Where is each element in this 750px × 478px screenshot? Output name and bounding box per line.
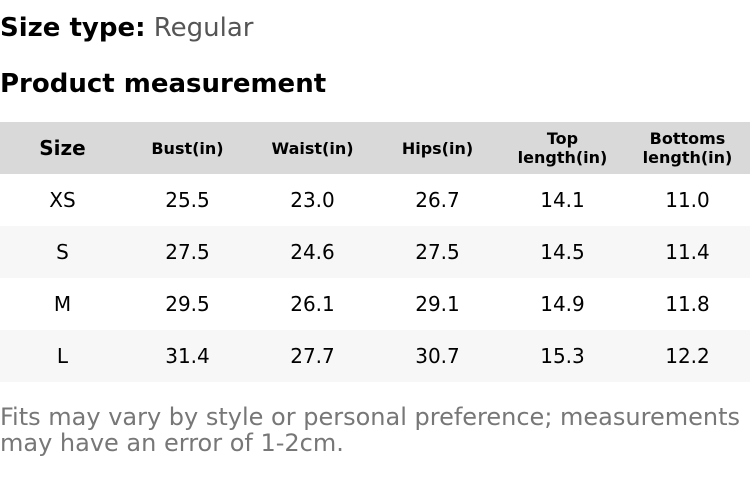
table-cell: XS — [49, 188, 76, 212]
size-type-label: Size type: — [0, 13, 146, 43]
header-cell: Size — [0, 122, 125, 174]
table-cell: 29.1 — [415, 292, 460, 316]
table-cell: 27.7 — [250, 330, 375, 382]
table-cell: 25.5 — [165, 188, 210, 212]
table-cell: 27.5 — [125, 226, 250, 278]
table-body: XS 25.5 23.0 26.7 14.1 11.0 S 27.5 24.6 27.5 14.5 1… — [0, 174, 750, 382]
table-cell: 26.1 — [290, 292, 335, 316]
table-row: S 27.5 24.6 27.5 14.5 11.4 — [0, 226, 750, 278]
header-cell: Waist(in) — [250, 122, 375, 174]
header-cell: Bottoms length(in) — [625, 122, 750, 174]
table-cell: 11.8 — [665, 292, 710, 316]
table-cell: 26.7 — [415, 188, 460, 212]
table-cell: 11.0 — [665, 188, 710, 212]
header-row: Size Bust(in) Waist(in) Hips(in) Top length(… — [0, 122, 750, 174]
header-cell: Hips(in) — [375, 122, 500, 174]
header-cell: Top length(in) — [500, 122, 625, 174]
table-cell: S — [0, 226, 125, 278]
table-cell: 11.4 — [625, 226, 750, 278]
table-cell: 14.9 — [540, 292, 585, 316]
table-cell: 31.4 — [125, 330, 250, 382]
table-cell: 15.3 — [500, 330, 625, 382]
note: Fits may vary by style or personal prefe… — [0, 403, 740, 457]
table-row: XS 25.5 23.0 26.7 14.1 11.0 — [0, 174, 750, 226]
table-cell: 29.5 — [165, 292, 210, 316]
header-cell: Bust(in) — [125, 122, 250, 174]
section-title: Product measurement — [0, 69, 327, 99]
table-cell: 14.1 — [540, 188, 585, 212]
table-cell: L — [0, 330, 125, 382]
table-cell: 27.5 — [375, 226, 500, 278]
table-cell: M — [53, 292, 72, 316]
table-cell: 12.2 — [625, 330, 750, 382]
table-row: M 29.5 26.1 29.1 14.9 11.8 — [0, 278, 750, 330]
size-type-value: Regular — [153, 13, 254, 43]
table-cell: 23.0 — [290, 188, 335, 212]
table-row: L 31.4 27.7 30.7 15.3 12.2 — [0, 330, 750, 382]
table-cell: 30.7 — [375, 330, 500, 382]
table-cell: 14.5 — [500, 226, 625, 278]
measurement-table: Size Bust(in) Waist(in) Hips(in) Top length(… — [0, 122, 750, 382]
size-type: Size type: Regular — [0, 12, 253, 44]
table-cell: 24.6 — [250, 226, 375, 278]
